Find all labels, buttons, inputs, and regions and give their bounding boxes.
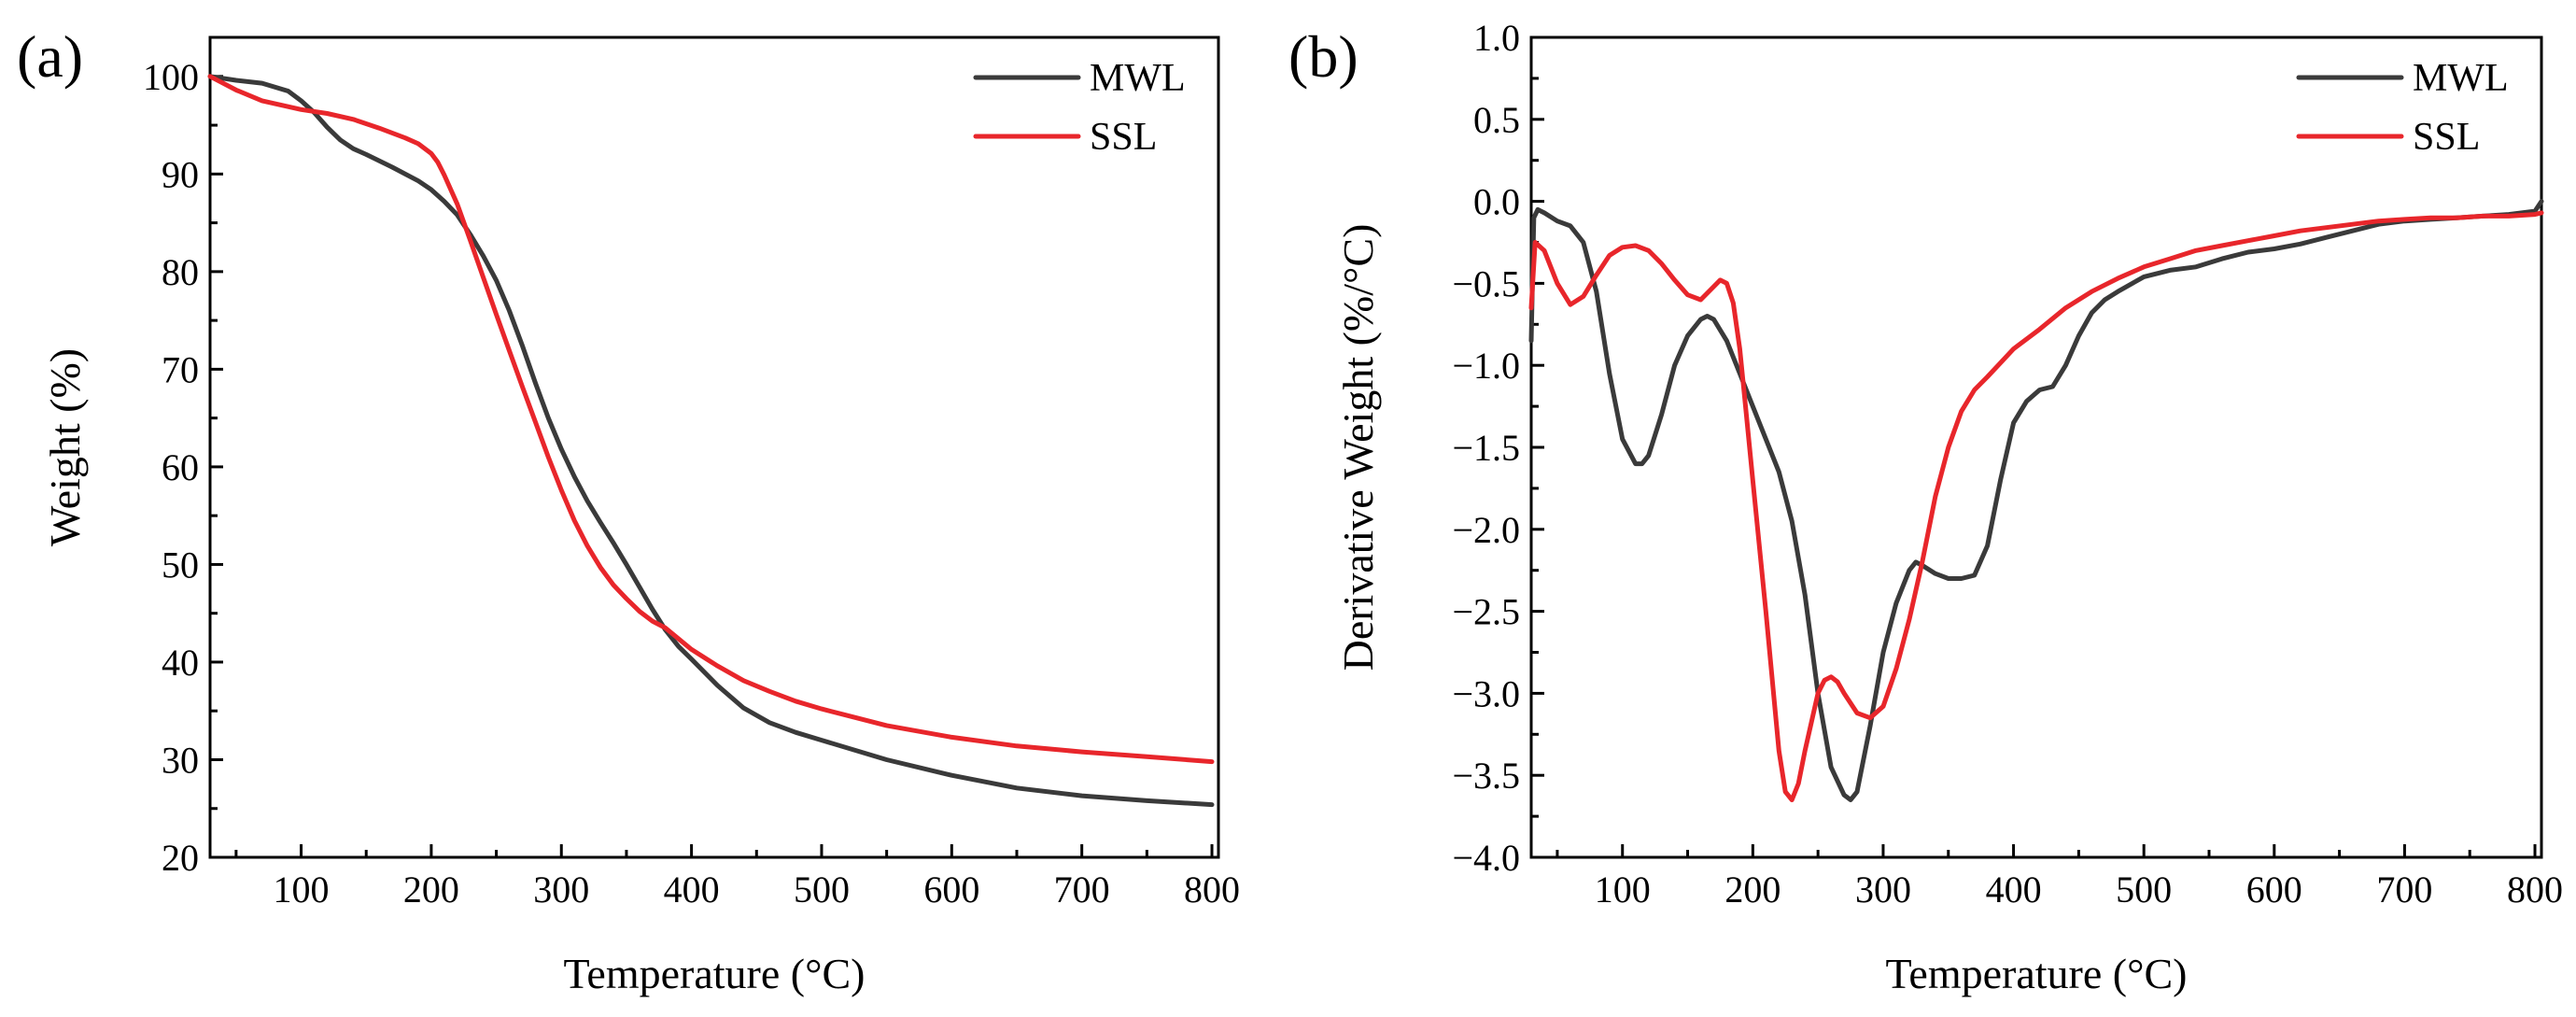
panel-b-x-tick-label: 700 xyxy=(2376,869,2432,911)
panel-b-y-tick-label: −2.0 xyxy=(1452,509,1520,551)
panel-b-y-tick-label: −0.5 xyxy=(1452,262,1520,304)
panel-b-chart: (b) 100 200 300 400 500 600 700 800 −4.0 −3.5 −3.… xyxy=(1288,17,2563,997)
panel-a-y-tick-label: 50 xyxy=(162,544,199,586)
panel-b-series-mwl-line xyxy=(1528,199,2544,802)
panel-a-x-tick-label: 800 xyxy=(1184,869,1240,911)
panel-b-x-tick-label: 100 xyxy=(1595,869,1651,911)
panel-a-series xyxy=(207,74,1215,808)
panel-a-y-tick-label: 40 xyxy=(162,642,199,684)
panel-a-y-tick-label: 20 xyxy=(162,837,199,879)
panel-b-y-tick-label: −1.0 xyxy=(1452,345,1520,387)
panel-b-x-tick-label: 600 xyxy=(2246,869,2302,911)
panel-b-y-tick-label: −3.5 xyxy=(1452,755,1520,797)
panel-a-legend-label-mwl: MWL xyxy=(1090,57,1186,100)
panel-b-y-tick-label: −3.0 xyxy=(1452,672,1520,714)
panel-b-y-tick-label: −1.5 xyxy=(1452,427,1520,469)
panel-b-plot-frame xyxy=(1529,35,2543,859)
panel-a-x-tick-label: 600 xyxy=(923,869,979,911)
panel-b-x-ticks: 100 200 300 400 500 600 700 800 xyxy=(1555,844,2563,911)
panel-b-y-tick-label: −2.5 xyxy=(1452,591,1520,633)
panel-b-y-tick-label: 0.0 xyxy=(1473,181,1520,223)
panel-a-x-tick-label: 300 xyxy=(533,869,589,911)
panel-a-y-tick-label: 30 xyxy=(162,739,199,781)
panel-a-x-tick-label: 500 xyxy=(794,869,850,911)
panel-a-series-mwl-line xyxy=(207,74,1215,808)
panel-a-y-tick-label: 60 xyxy=(162,446,199,488)
panel-b-x-tick-label: 500 xyxy=(2116,869,2172,911)
panel-b-series-ssl-line xyxy=(1528,210,2544,802)
panel-a-legend-label-ssl: SSL xyxy=(1090,116,1157,159)
panel-a-x-axis-title: Temperature (°C) xyxy=(564,950,866,997)
panel-b-y-tick-label: 1.0 xyxy=(1473,17,1520,59)
panel-b-y-tick-label: 0.5 xyxy=(1473,99,1520,141)
panel-b-x-tick-label: 200 xyxy=(1724,869,1781,911)
panel-a-series-ssl-line xyxy=(207,74,1215,765)
panel-a-y-tick-label: 100 xyxy=(143,56,199,98)
panel-a-label: (a) xyxy=(17,23,83,90)
panel-a-y-ticks: 20 30 40 50 60 70 80 90 100 xyxy=(143,56,223,879)
panel-a-y-tick-label: 80 xyxy=(162,251,199,293)
panel-a-y-axis-title: Weight (%) xyxy=(41,348,89,546)
panel-a-x-tick-label: 200 xyxy=(403,869,459,911)
panel-a-x-tick-label: 700 xyxy=(1054,869,1110,911)
panel-a-legend: MWL SSL xyxy=(973,57,1186,159)
panel-b-x-tick-label: 400 xyxy=(1986,869,2042,911)
panel-b-legend: MWL SSL xyxy=(2296,57,2509,159)
panel-b-y-ticks: −4.0 −3.5 −3.0 −2.5 −2.0 −1.5 −1.0 −0.5 0.0 0.5 1.… xyxy=(1452,17,1544,879)
panel-a-x-tick-label: 100 xyxy=(274,869,330,911)
panel-b-x-tick-label: 800 xyxy=(2507,869,2563,911)
panel-b-legend-label-ssl: SSL xyxy=(2413,116,2480,159)
panel-a-x-tick-label: 400 xyxy=(664,869,720,911)
panel-a-chart: (a) 100 200 300 400 500 600 700 800 20 30 40 50 60 7… xyxy=(17,23,1240,997)
panel-a-x-ticks: 100 200 300 400 500 600 700 800 xyxy=(234,844,1240,911)
panel-b-legend-label-mwl: MWL xyxy=(2413,57,2509,100)
panel-b-label: (b) xyxy=(1288,23,1358,90)
panel-a-plot-frame xyxy=(208,35,1220,859)
panel-b-y-tick-label: −4.0 xyxy=(1452,837,1520,879)
panel-b-x-axis-title: Temperature (°C) xyxy=(1886,950,2188,997)
panel-b-y-axis-title: Derivative Weight (%/°C) xyxy=(1334,224,1382,671)
panel-b-x-tick-label: 300 xyxy=(1855,869,1911,911)
panel-a-y-tick-label: 90 xyxy=(162,153,199,195)
panel-b-series xyxy=(1528,199,2544,802)
panel-a-y-tick-label: 70 xyxy=(162,348,199,390)
